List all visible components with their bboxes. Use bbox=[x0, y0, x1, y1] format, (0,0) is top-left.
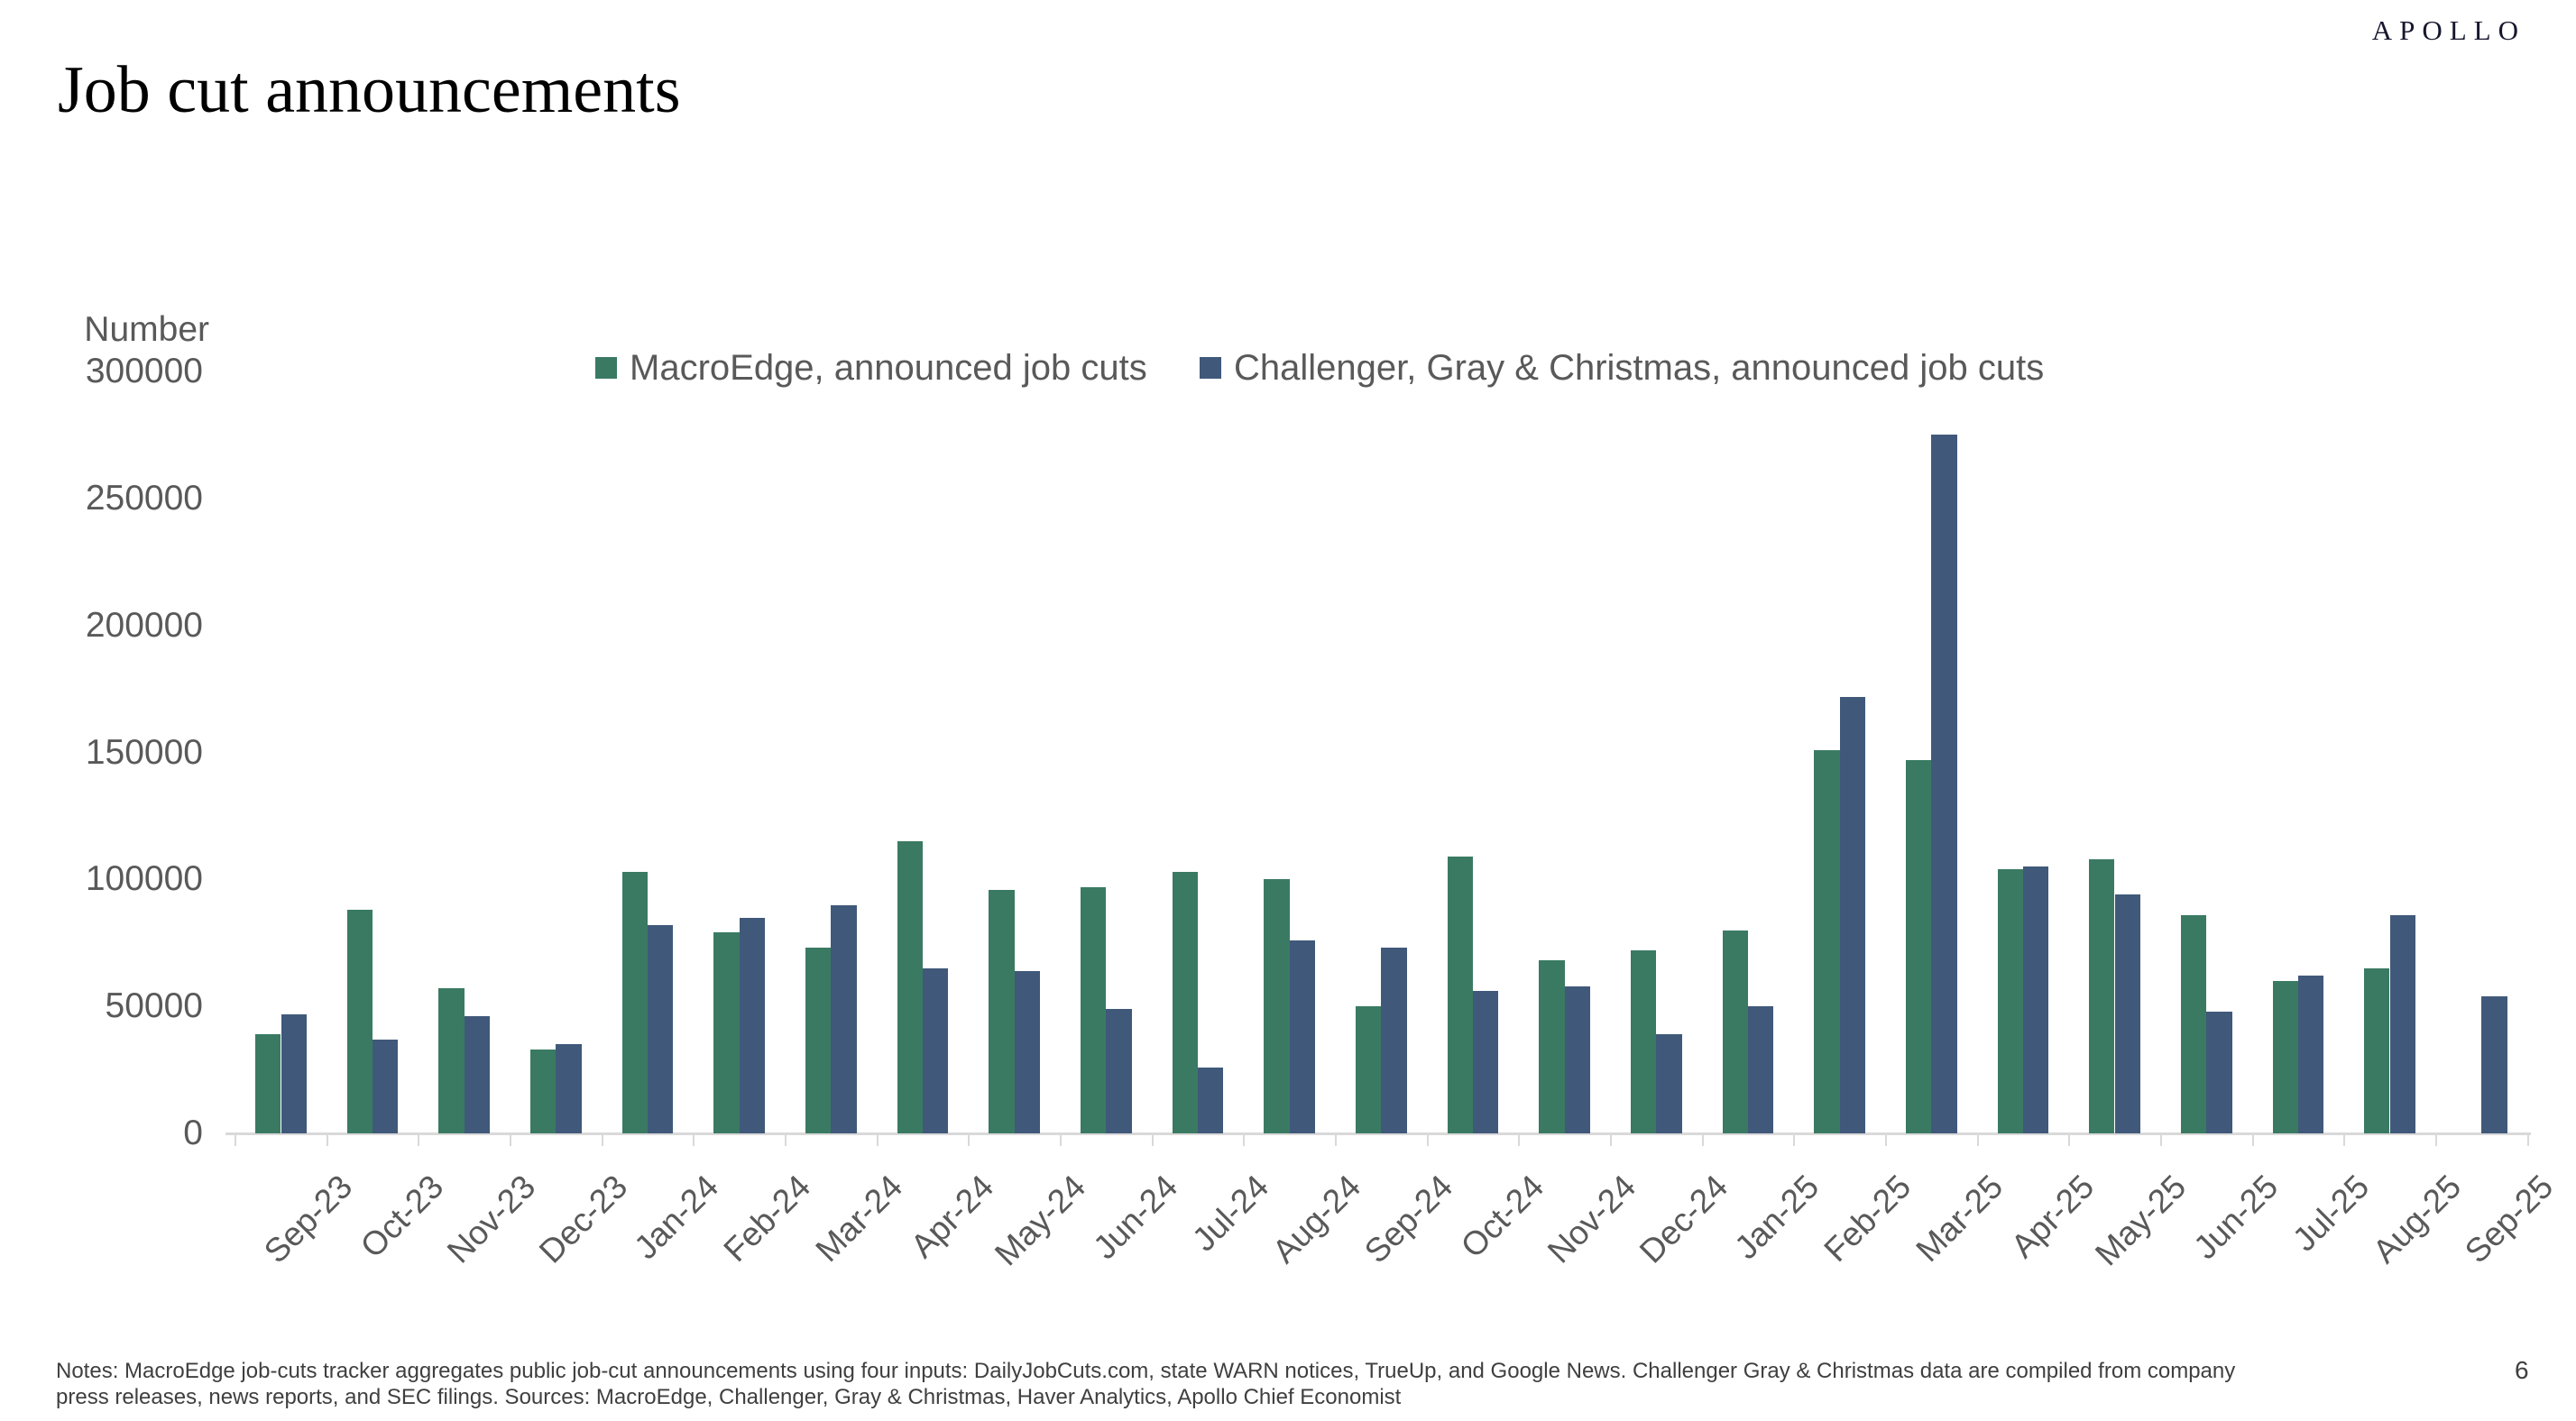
x-axis-tick bbox=[509, 1133, 511, 1146]
y-axis-tick-label: 50000 bbox=[105, 986, 203, 1026]
legend-item-macroedge: MacroEdge, announced job cuts bbox=[595, 348, 1147, 388]
legend-label: MacroEdge, announced job cuts bbox=[630, 348, 1147, 388]
bar-challenger-apr-24 bbox=[923, 967, 949, 1133]
x-axis-tick bbox=[1151, 1133, 1154, 1146]
x-axis-tick bbox=[968, 1133, 971, 1146]
bar-challenger-nov-24 bbox=[1564, 986, 1591, 1133]
bar-challenger-jan-24 bbox=[648, 925, 674, 1133]
y-axis-tick-label: 0 bbox=[183, 1114, 203, 1152]
bar-macroedge-nov-23 bbox=[438, 988, 465, 1133]
bar-challenger-apr-25 bbox=[2023, 866, 2049, 1133]
y-axis-tick-label: 300000 bbox=[85, 352, 203, 390]
bar-challenger-may-24 bbox=[1014, 970, 1041, 1133]
legend-swatch-macroedge bbox=[595, 357, 617, 379]
bar-challenger-feb-25 bbox=[1839, 696, 1866, 1133]
x-axis-tick bbox=[326, 1133, 328, 1146]
legend-label: Challenger, Gray & Christmas, announced … bbox=[1234, 348, 2045, 388]
bar-macroedge-jul-25 bbox=[2272, 981, 2298, 1133]
bar-challenger-aug-24 bbox=[1289, 940, 1316, 1133]
bar-challenger-sep-24 bbox=[1381, 948, 1407, 1133]
y-axis-title: Number bbox=[84, 310, 209, 349]
bar-macroedge-dec-24 bbox=[1630, 950, 1657, 1133]
legend-item-challenger: Challenger, Gray & Christmas, announced … bbox=[1200, 348, 2044, 388]
bar-macroedge-oct-24 bbox=[1447, 856, 1473, 1133]
x-axis-tick bbox=[2343, 1133, 2346, 1146]
bar-macroedge-nov-24 bbox=[1539, 960, 1565, 1133]
bar-macroedge-jul-24 bbox=[1172, 871, 1198, 1133]
bar-challenger-jul-25 bbox=[2298, 976, 2324, 1133]
bar-macroedge-feb-25 bbox=[1814, 749, 1840, 1133]
bar-macroedge-may-24 bbox=[989, 889, 1015, 1133]
x-axis-tick bbox=[601, 1133, 603, 1146]
notes-line-2: press releases, news reports, and SEC fi… bbox=[56, 1385, 1402, 1409]
bar-macroedge-sep-23 bbox=[255, 1034, 281, 1133]
bar-macroedge-jan-24 bbox=[621, 871, 648, 1133]
y-axis-tick-label: 200000 bbox=[85, 605, 203, 645]
x-axis-tick bbox=[2159, 1133, 2162, 1146]
x-axis-tick bbox=[1518, 1133, 1521, 1146]
notes-line-1: Notes: MacroEdge job-cuts tracker aggreg… bbox=[56, 1359, 2236, 1383]
y-axis-tick-label: 250000 bbox=[85, 478, 203, 518]
x-axis-tick bbox=[1426, 1133, 1429, 1146]
x-axis-tick bbox=[784, 1133, 787, 1146]
bar-challenger-jun-25 bbox=[2206, 1011, 2232, 1133]
y-axis-tick-label: 100000 bbox=[85, 859, 203, 899]
bar-challenger-jan-25 bbox=[1748, 1006, 1774, 1133]
bar-challenger-jul-24 bbox=[1198, 1067, 1224, 1133]
x-axis-tick bbox=[693, 1133, 695, 1146]
x-axis-tick bbox=[1976, 1133, 1979, 1146]
legend-swatch-challenger bbox=[1200, 357, 1221, 379]
x-axis-tick bbox=[1059, 1133, 1062, 1146]
x-axis-tick bbox=[876, 1133, 879, 1146]
page-number: 6 bbox=[2515, 1356, 2529, 1384]
bar-macroedge-jun-24 bbox=[1080, 886, 1107, 1133]
page-title: Job cut announcements bbox=[58, 53, 681, 127]
bar-challenger-sep-25 bbox=[2481, 995, 2507, 1133]
x-axis-tick bbox=[2434, 1133, 2437, 1146]
bar-challenger-mar-25 bbox=[1931, 435, 1957, 1133]
bar-macroedge-apr-25 bbox=[1997, 869, 2023, 1133]
bar-macroedge-sep-24 bbox=[1355, 1006, 1382, 1133]
bar-macroedge-apr-24 bbox=[897, 841, 923, 1133]
x-axis-tick bbox=[418, 1133, 420, 1146]
bar-challenger-sep-23 bbox=[281, 1013, 307, 1133]
bar-challenger-aug-25 bbox=[2389, 914, 2415, 1133]
bar-macroedge-oct-23 bbox=[346, 910, 373, 1133]
x-axis-tick bbox=[2526, 1133, 2529, 1146]
bar-challenger-may-25 bbox=[2114, 894, 2140, 1133]
bar-macroedge-aug-25 bbox=[2364, 967, 2390, 1133]
x-axis-tick bbox=[2068, 1133, 2071, 1146]
bar-macroedge-mar-24 bbox=[805, 948, 832, 1133]
bar-macroedge-feb-24 bbox=[713, 932, 740, 1133]
bar-challenger-oct-24 bbox=[1473, 991, 1499, 1133]
y-axis-tick-label: 150000 bbox=[85, 732, 203, 772]
bar-macroedge-may-25 bbox=[2089, 858, 2115, 1133]
bar-challenger-nov-23 bbox=[464, 1016, 491, 1133]
x-axis-tick bbox=[1793, 1133, 1796, 1146]
x-axis-tick bbox=[1701, 1133, 1704, 1146]
bar-challenger-mar-24 bbox=[831, 904, 857, 1133]
x-axis-line bbox=[225, 1132, 2531, 1135]
x-axis-tick bbox=[1884, 1133, 1887, 1146]
bar-challenger-jun-24 bbox=[1106, 1008, 1132, 1133]
bar-macroedge-dec-23 bbox=[529, 1050, 557, 1133]
bar-macroedge-mar-25 bbox=[1905, 759, 1932, 1133]
bar-macroedge-jun-25 bbox=[2180, 914, 2207, 1133]
bar-challenger-feb-24 bbox=[739, 917, 766, 1133]
x-axis-tick bbox=[235, 1133, 236, 1146]
x-axis-tick bbox=[1243, 1133, 1246, 1146]
bar-challenger-oct-23 bbox=[373, 1039, 399, 1133]
x-axis-tick bbox=[2251, 1133, 2254, 1146]
bar-macroedge-jan-25 bbox=[1722, 930, 1748, 1133]
bar-challenger-dec-23 bbox=[556, 1044, 582, 1133]
bar-macroedge-aug-24 bbox=[1264, 879, 1290, 1133]
bar-challenger-dec-24 bbox=[1656, 1034, 1682, 1133]
x-axis-tick bbox=[1334, 1133, 1337, 1146]
apollo-logo: APOLLO bbox=[2371, 14, 2525, 46]
x-axis-tick bbox=[1609, 1133, 1612, 1146]
